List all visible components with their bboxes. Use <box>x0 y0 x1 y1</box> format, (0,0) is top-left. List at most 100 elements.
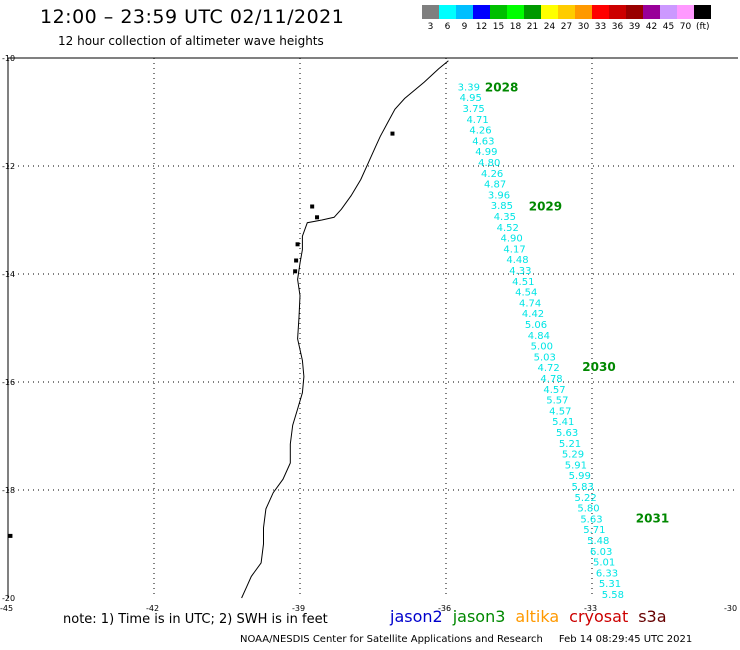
scale-swatch <box>473 5 490 19</box>
scale-unit: (ft) <box>696 22 710 32</box>
wave-height-value: 5.48 <box>587 536 609 547</box>
scale-swatch <box>575 5 592 19</box>
wave-height-value: 4.87 <box>484 180 506 191</box>
scale-label: 21 <box>526 22 539 32</box>
page-subtitle: 12 hour collection of altimeter wave hei… <box>58 34 324 48</box>
scale-label: 18 <box>509 22 522 32</box>
wave-height-value: 4.35 <box>494 212 516 223</box>
scale-label: 27 <box>560 22 573 32</box>
wave-height-value: 5.41 <box>552 417 574 428</box>
wave-height-value: 4.57 <box>549 406 571 417</box>
scale-swatch <box>660 5 677 19</box>
scale-label: 70 <box>679 22 692 32</box>
scale-swatch <box>507 5 524 19</box>
scale-swatch <box>456 5 473 19</box>
color-scale <box>422 5 711 19</box>
wave-height-value: 5.63 <box>580 514 602 525</box>
lon-label: -42 <box>146 604 159 613</box>
wave-height-value: 4.42 <box>522 309 544 320</box>
scale-swatch <box>694 5 711 19</box>
wave-height-value: 4.57 <box>543 385 565 396</box>
wave-height-value: 4.26 <box>481 169 503 180</box>
wave-height-value: 5.01 <box>593 558 615 569</box>
generated-timestamp: Feb 14 08:29:45 UTC 2021 <box>558 634 693 645</box>
satellite-altika: altika <box>515 607 560 626</box>
wave-height-value: 5.06 <box>525 320 547 331</box>
lat-label: -16 <box>2 378 15 387</box>
lat-label: -14 <box>2 270 15 279</box>
wave-height-value: 5.83 <box>572 482 594 493</box>
island-shape <box>8 533 13 538</box>
scale-label: 9 <box>461 22 468 32</box>
color-scale-labels: 3 6 9 12 15 18 21 24 27 30 33 36 39 42 45 70 (ft) <box>422 22 716 32</box>
scale-swatch <box>524 5 541 19</box>
wave-height-value: 5.57 <box>546 396 568 407</box>
satellite-jason3: jason3 <box>452 607 506 626</box>
lat-label: -12 <box>2 162 15 171</box>
lon-label: -33 <box>584 604 597 613</box>
lon-label: -36 <box>438 604 451 613</box>
wave-height-value: 4.54 <box>515 288 537 299</box>
scale-swatch <box>643 5 660 19</box>
wave-height-value: 4.80 <box>478 158 500 169</box>
scale-swatch <box>592 5 609 19</box>
wave-height-value: 4.26 <box>469 126 491 137</box>
satellite-s3a: s3a <box>638 607 667 626</box>
wave-height-value: 5.00 <box>531 342 553 353</box>
wave-height-value: 4.48 <box>506 255 528 266</box>
lat-label: -20 <box>2 594 15 603</box>
lon-label: -45 <box>0 604 13 613</box>
wave-height-value: 4.51 <box>512 277 534 288</box>
credit-text: NOAA/NESDIS Center for Satellite Applica… <box>240 634 543 645</box>
wave-height-value: 4.72 <box>537 363 559 374</box>
wave-height-value: 5.29 <box>562 450 584 461</box>
wave-height-value: 6.33 <box>596 568 618 579</box>
wave-height-value: 5.63 <box>556 428 578 439</box>
scale-swatch <box>626 5 643 19</box>
lon-label: -30 <box>724 604 737 613</box>
scale-label: 39 <box>628 22 641 32</box>
wave-height-value: 5.99 <box>569 471 591 482</box>
scale-label: 3 <box>427 22 434 32</box>
footer-note: note: 1) Time is in UTC; 2) SWH is in fe… <box>63 612 328 627</box>
wave-height-value: 3.75 <box>463 104 485 115</box>
wave-height-value: 5.71 <box>583 525 605 536</box>
wave-height-value: 6.03 <box>590 547 612 558</box>
scale-swatch <box>677 5 694 19</box>
page-title: 12:00 – 23:59 UTC 02/11/2021 <box>40 6 345 28</box>
satellite-cryosat: cryosat <box>569 607 629 626</box>
wave-height-value: 4.84 <box>528 331 550 342</box>
scale-swatch <box>439 5 456 19</box>
lon-label: -39 <box>292 604 305 613</box>
wave-height-value: 4.17 <box>503 244 525 255</box>
wave-height-value: 4.63 <box>472 136 494 147</box>
scale-swatch <box>558 5 575 19</box>
pass-time-label: 2031 <box>636 511 669 525</box>
island-shape <box>310 204 315 209</box>
satellite-legend: jason2 jason3 altika cryosat s3a <box>390 607 667 626</box>
scale-label: 42 <box>645 22 658 32</box>
wave-height-value: 4.99 <box>475 147 497 158</box>
wave-height-value: 5.31 <box>599 579 621 590</box>
scale-swatch <box>541 5 558 19</box>
wave-height-value: 3.39 <box>458 82 480 93</box>
island-shape <box>293 269 298 274</box>
scale-label: 36 <box>611 22 624 32</box>
wave-height-value: 3.96 <box>488 190 510 201</box>
wave-height-value: 4.78 <box>540 374 562 385</box>
wave-height-value: 5.22 <box>574 493 596 504</box>
pass-time-label: 2030 <box>582 360 615 374</box>
wave-height-value: 4.33 <box>509 266 531 277</box>
wave-height-value: 4.71 <box>466 115 488 126</box>
lat-label: -10 <box>2 54 15 63</box>
wave-height-value: 4.95 <box>460 93 482 104</box>
scale-label: 6 <box>444 22 451 32</box>
scale-swatch <box>490 5 507 19</box>
island-shape <box>315 215 320 220</box>
scale-swatch <box>422 5 439 19</box>
scale-label: 24 <box>543 22 556 32</box>
wave-height-value: 5.03 <box>534 352 556 363</box>
scale-label: 15 <box>492 22 505 32</box>
wave-height-value: 4.90 <box>501 234 523 245</box>
